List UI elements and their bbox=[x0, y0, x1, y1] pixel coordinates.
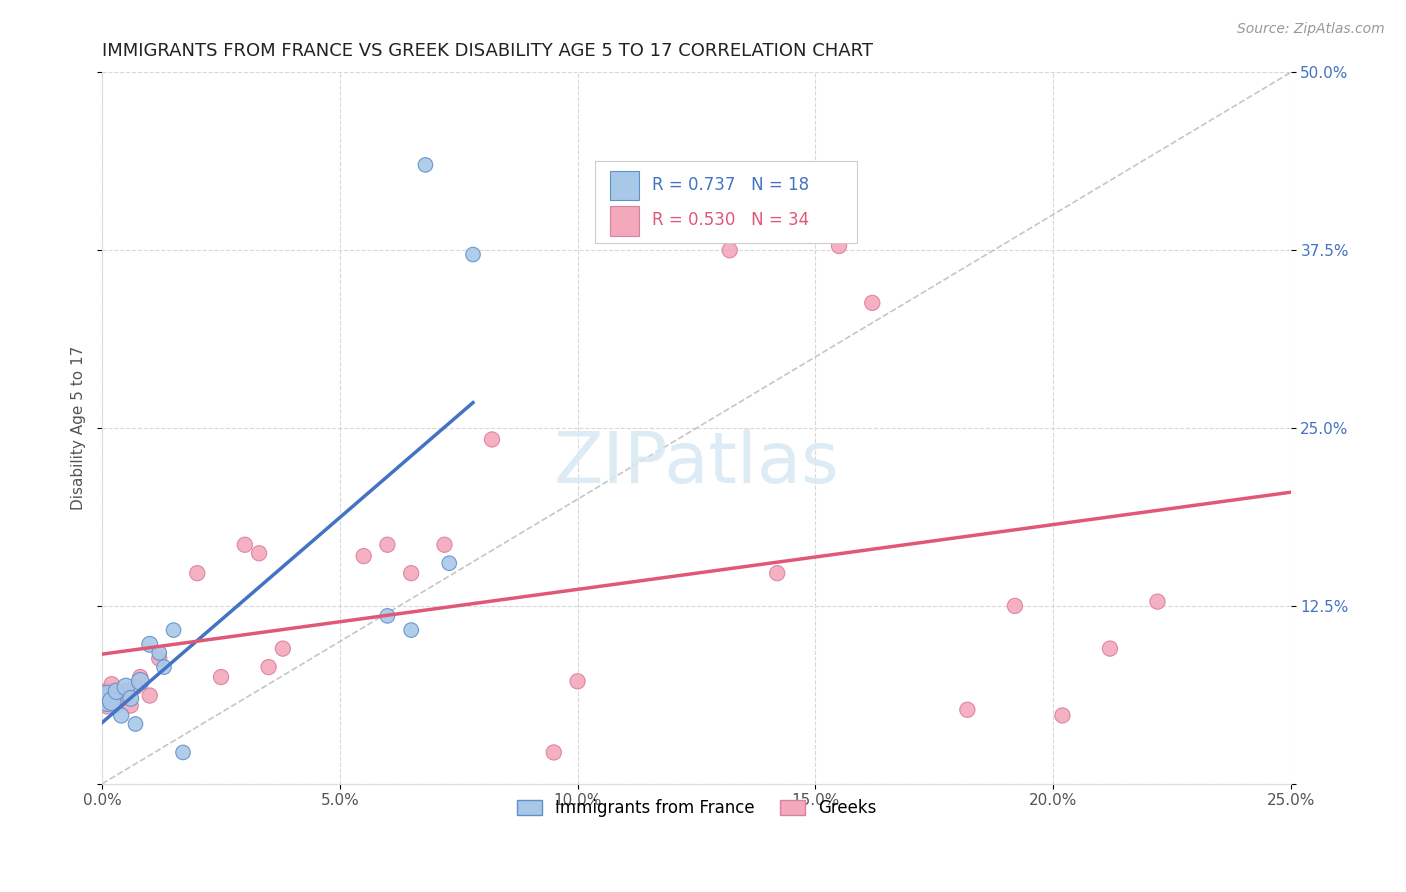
Point bbox=[1004, 599, 1026, 613]
Point bbox=[148, 651, 170, 665]
Point bbox=[461, 247, 484, 261]
Point bbox=[110, 691, 132, 706]
Point bbox=[115, 684, 138, 698]
Text: R = 0.737   N = 18: R = 0.737 N = 18 bbox=[652, 176, 810, 194]
Point bbox=[100, 684, 122, 698]
Point bbox=[1052, 708, 1074, 723]
Bar bbox=[610, 170, 640, 201]
Text: ZIPatlas: ZIPatlas bbox=[554, 429, 839, 498]
Point bbox=[567, 674, 589, 689]
Text: IMMIGRANTS FROM FRANCE VS GREEK DISABILITY AGE 5 TO 17 CORRELATION CHART: IMMIGRANTS FROM FRANCE VS GREEK DISABILI… bbox=[103, 42, 873, 60]
Point bbox=[399, 623, 422, 637]
Point bbox=[120, 698, 142, 713]
Point bbox=[124, 717, 146, 731]
Point bbox=[271, 641, 294, 656]
Point bbox=[543, 746, 565, 760]
Point bbox=[481, 433, 503, 447]
Point bbox=[120, 691, 142, 706]
Point bbox=[139, 689, 162, 703]
Point bbox=[172, 746, 194, 760]
Point bbox=[860, 296, 883, 310]
Point bbox=[115, 680, 138, 694]
Point bbox=[257, 660, 280, 674]
Point bbox=[399, 566, 422, 581]
Point bbox=[353, 549, 375, 563]
Point bbox=[1146, 594, 1168, 608]
Point bbox=[1098, 641, 1121, 656]
Text: Source: ZipAtlas.com: Source: ZipAtlas.com bbox=[1237, 22, 1385, 37]
Point bbox=[153, 660, 176, 674]
Point bbox=[377, 538, 399, 552]
Point bbox=[718, 244, 741, 258]
Text: R = 0.530   N = 34: R = 0.530 N = 34 bbox=[652, 211, 810, 229]
Point bbox=[247, 546, 270, 560]
Point bbox=[124, 680, 146, 694]
Bar bbox=[610, 206, 640, 236]
Point bbox=[96, 698, 118, 713]
Point bbox=[956, 703, 979, 717]
Point bbox=[129, 674, 152, 689]
Legend: Immigrants from France, Greeks: Immigrants from France, Greeks bbox=[508, 790, 884, 825]
Bar bbox=[595, 161, 856, 244]
Point bbox=[766, 566, 789, 581]
Point bbox=[828, 239, 851, 253]
Point bbox=[129, 670, 152, 684]
Point bbox=[148, 646, 170, 660]
Point bbox=[162, 623, 184, 637]
Point bbox=[415, 158, 437, 172]
Y-axis label: Disability Age 5 to 17: Disability Age 5 to 17 bbox=[72, 346, 86, 510]
Point bbox=[439, 556, 461, 570]
Point bbox=[105, 684, 128, 698]
Point bbox=[100, 694, 122, 708]
Point bbox=[186, 566, 208, 581]
Point bbox=[139, 637, 162, 651]
Point bbox=[233, 538, 256, 552]
Point bbox=[433, 538, 456, 552]
Point bbox=[110, 708, 132, 723]
Point bbox=[100, 677, 122, 691]
Point bbox=[377, 608, 399, 623]
Point bbox=[96, 689, 118, 703]
Point bbox=[96, 691, 118, 706]
Point bbox=[105, 698, 128, 713]
Point bbox=[209, 670, 232, 684]
